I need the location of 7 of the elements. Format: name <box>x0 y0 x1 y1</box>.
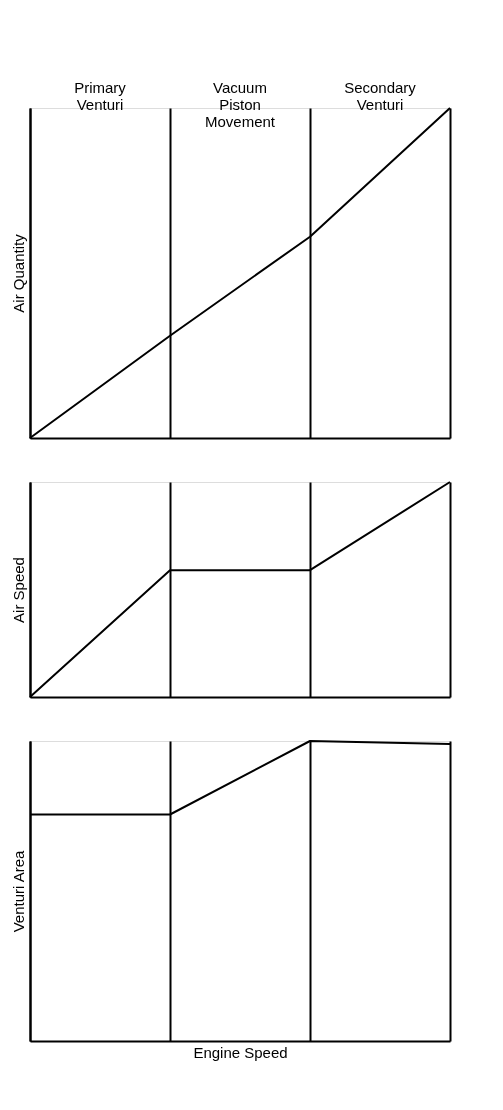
annotation: Secondary Venturi <box>344 79 417 113</box>
x-axis-title: Engine Speed <box>193 1043 288 1061</box>
y-axis-title: Air Speed <box>9 557 27 623</box>
y-axis-title: Air Quantity <box>9 233 27 313</box>
y-axis-title: Venturi Area <box>9 849 27 933</box>
annotation: Primary Venturi <box>74 79 127 113</box>
annotation: Vacuum Piston Movement <box>204 79 276 130</box>
